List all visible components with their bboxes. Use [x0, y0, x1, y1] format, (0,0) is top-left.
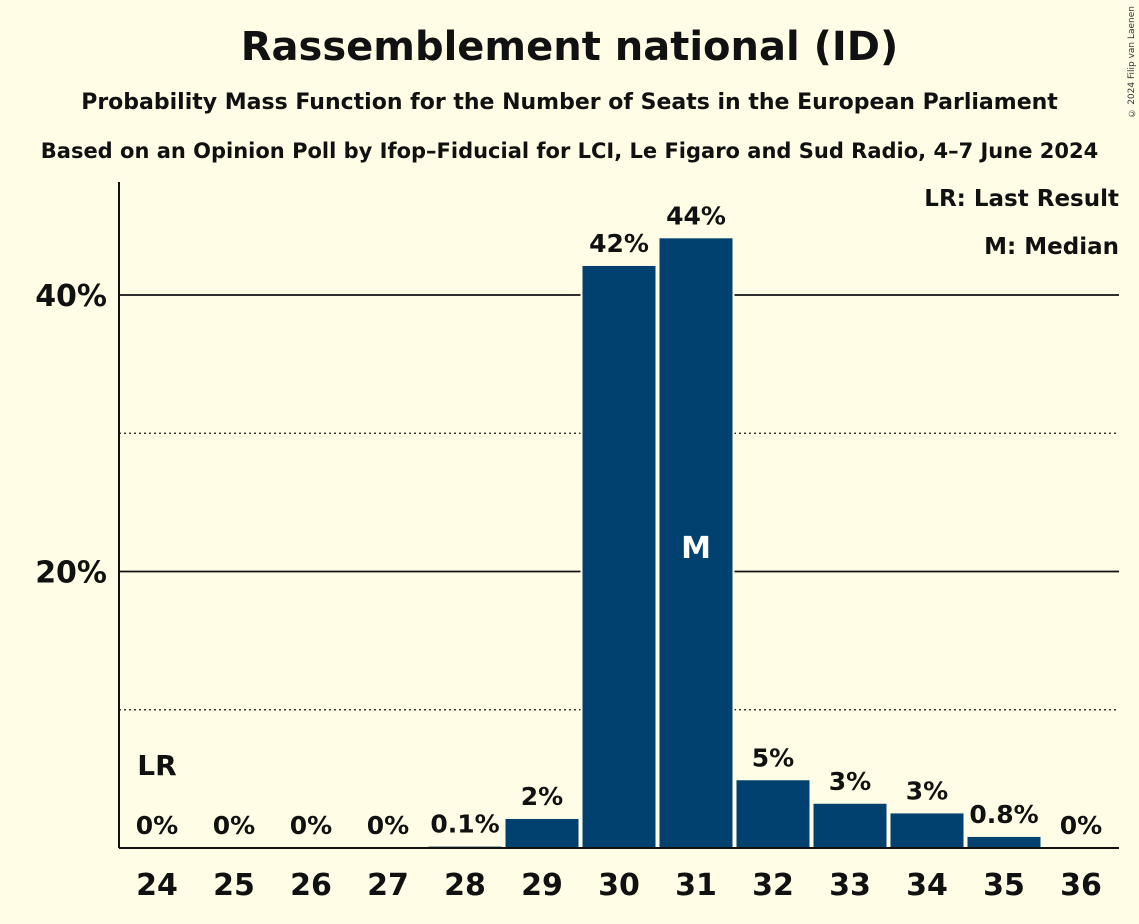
- legend-median: M: Median: [984, 234, 1119, 260]
- x-tick-label: 27: [367, 868, 409, 903]
- data-label-33: 3%: [829, 767, 871, 796]
- data-label-30: 42%: [589, 229, 649, 258]
- data-label-34: 3%: [906, 776, 948, 805]
- x-tick-label: 36: [1060, 868, 1102, 903]
- data-label-31: 44%: [666, 201, 726, 230]
- bar-gap: [426, 844, 504, 848]
- x-tick-label: 28: [444, 868, 486, 903]
- last-result-marker: LR: [137, 749, 176, 782]
- bar-seats-34: [890, 813, 964, 848]
- data-label-24: 0%: [136, 811, 178, 840]
- bar-seats-30: [582, 265, 656, 848]
- y-tick-label: 20%: [35, 556, 107, 591]
- x-tick-label: 24: [136, 868, 178, 903]
- data-label-36: 0%: [1060, 811, 1102, 840]
- chart-subtitle: Probability Mass Function for the Number…: [81, 90, 1058, 115]
- bar-seats-32: [736, 780, 810, 848]
- x-tick-label: 25: [213, 868, 255, 903]
- chart-title: Rassemblement national (ID): [240, 24, 899, 70]
- bar-seats-33: [813, 803, 887, 848]
- x-tick-label: 30: [598, 868, 640, 903]
- x-tick-label: 35: [983, 868, 1025, 903]
- data-label-27: 0%: [367, 811, 409, 840]
- data-label-25: 0%: [213, 811, 255, 840]
- data-label-26: 0%: [290, 811, 332, 840]
- bar-seats-35: [967, 836, 1041, 848]
- legend-last-result: LR: Last Result: [924, 186, 1119, 212]
- x-tick-label: 33: [829, 868, 871, 903]
- data-label-32: 5%: [752, 743, 794, 772]
- bar-seats-29: [505, 818, 579, 848]
- chart-subtitle-poll: Based on an Opinion Poll by Ifop–Fiducia…: [40, 139, 1099, 163]
- median-marker: M: [681, 531, 711, 566]
- y-tick-label: 40%: [35, 279, 107, 314]
- data-label-35: 0.8%: [969, 800, 1038, 829]
- data-label-28: 0.1%: [430, 810, 499, 839]
- x-tick-label: 32: [752, 868, 794, 903]
- x-tick-label: 31: [675, 868, 717, 903]
- x-tick-label: 34: [906, 868, 948, 903]
- x-tick-label: 29: [521, 868, 563, 903]
- x-tick-label: 26: [290, 868, 332, 903]
- bar-seats-31: [659, 238, 733, 848]
- data-label-29: 2%: [521, 782, 563, 811]
